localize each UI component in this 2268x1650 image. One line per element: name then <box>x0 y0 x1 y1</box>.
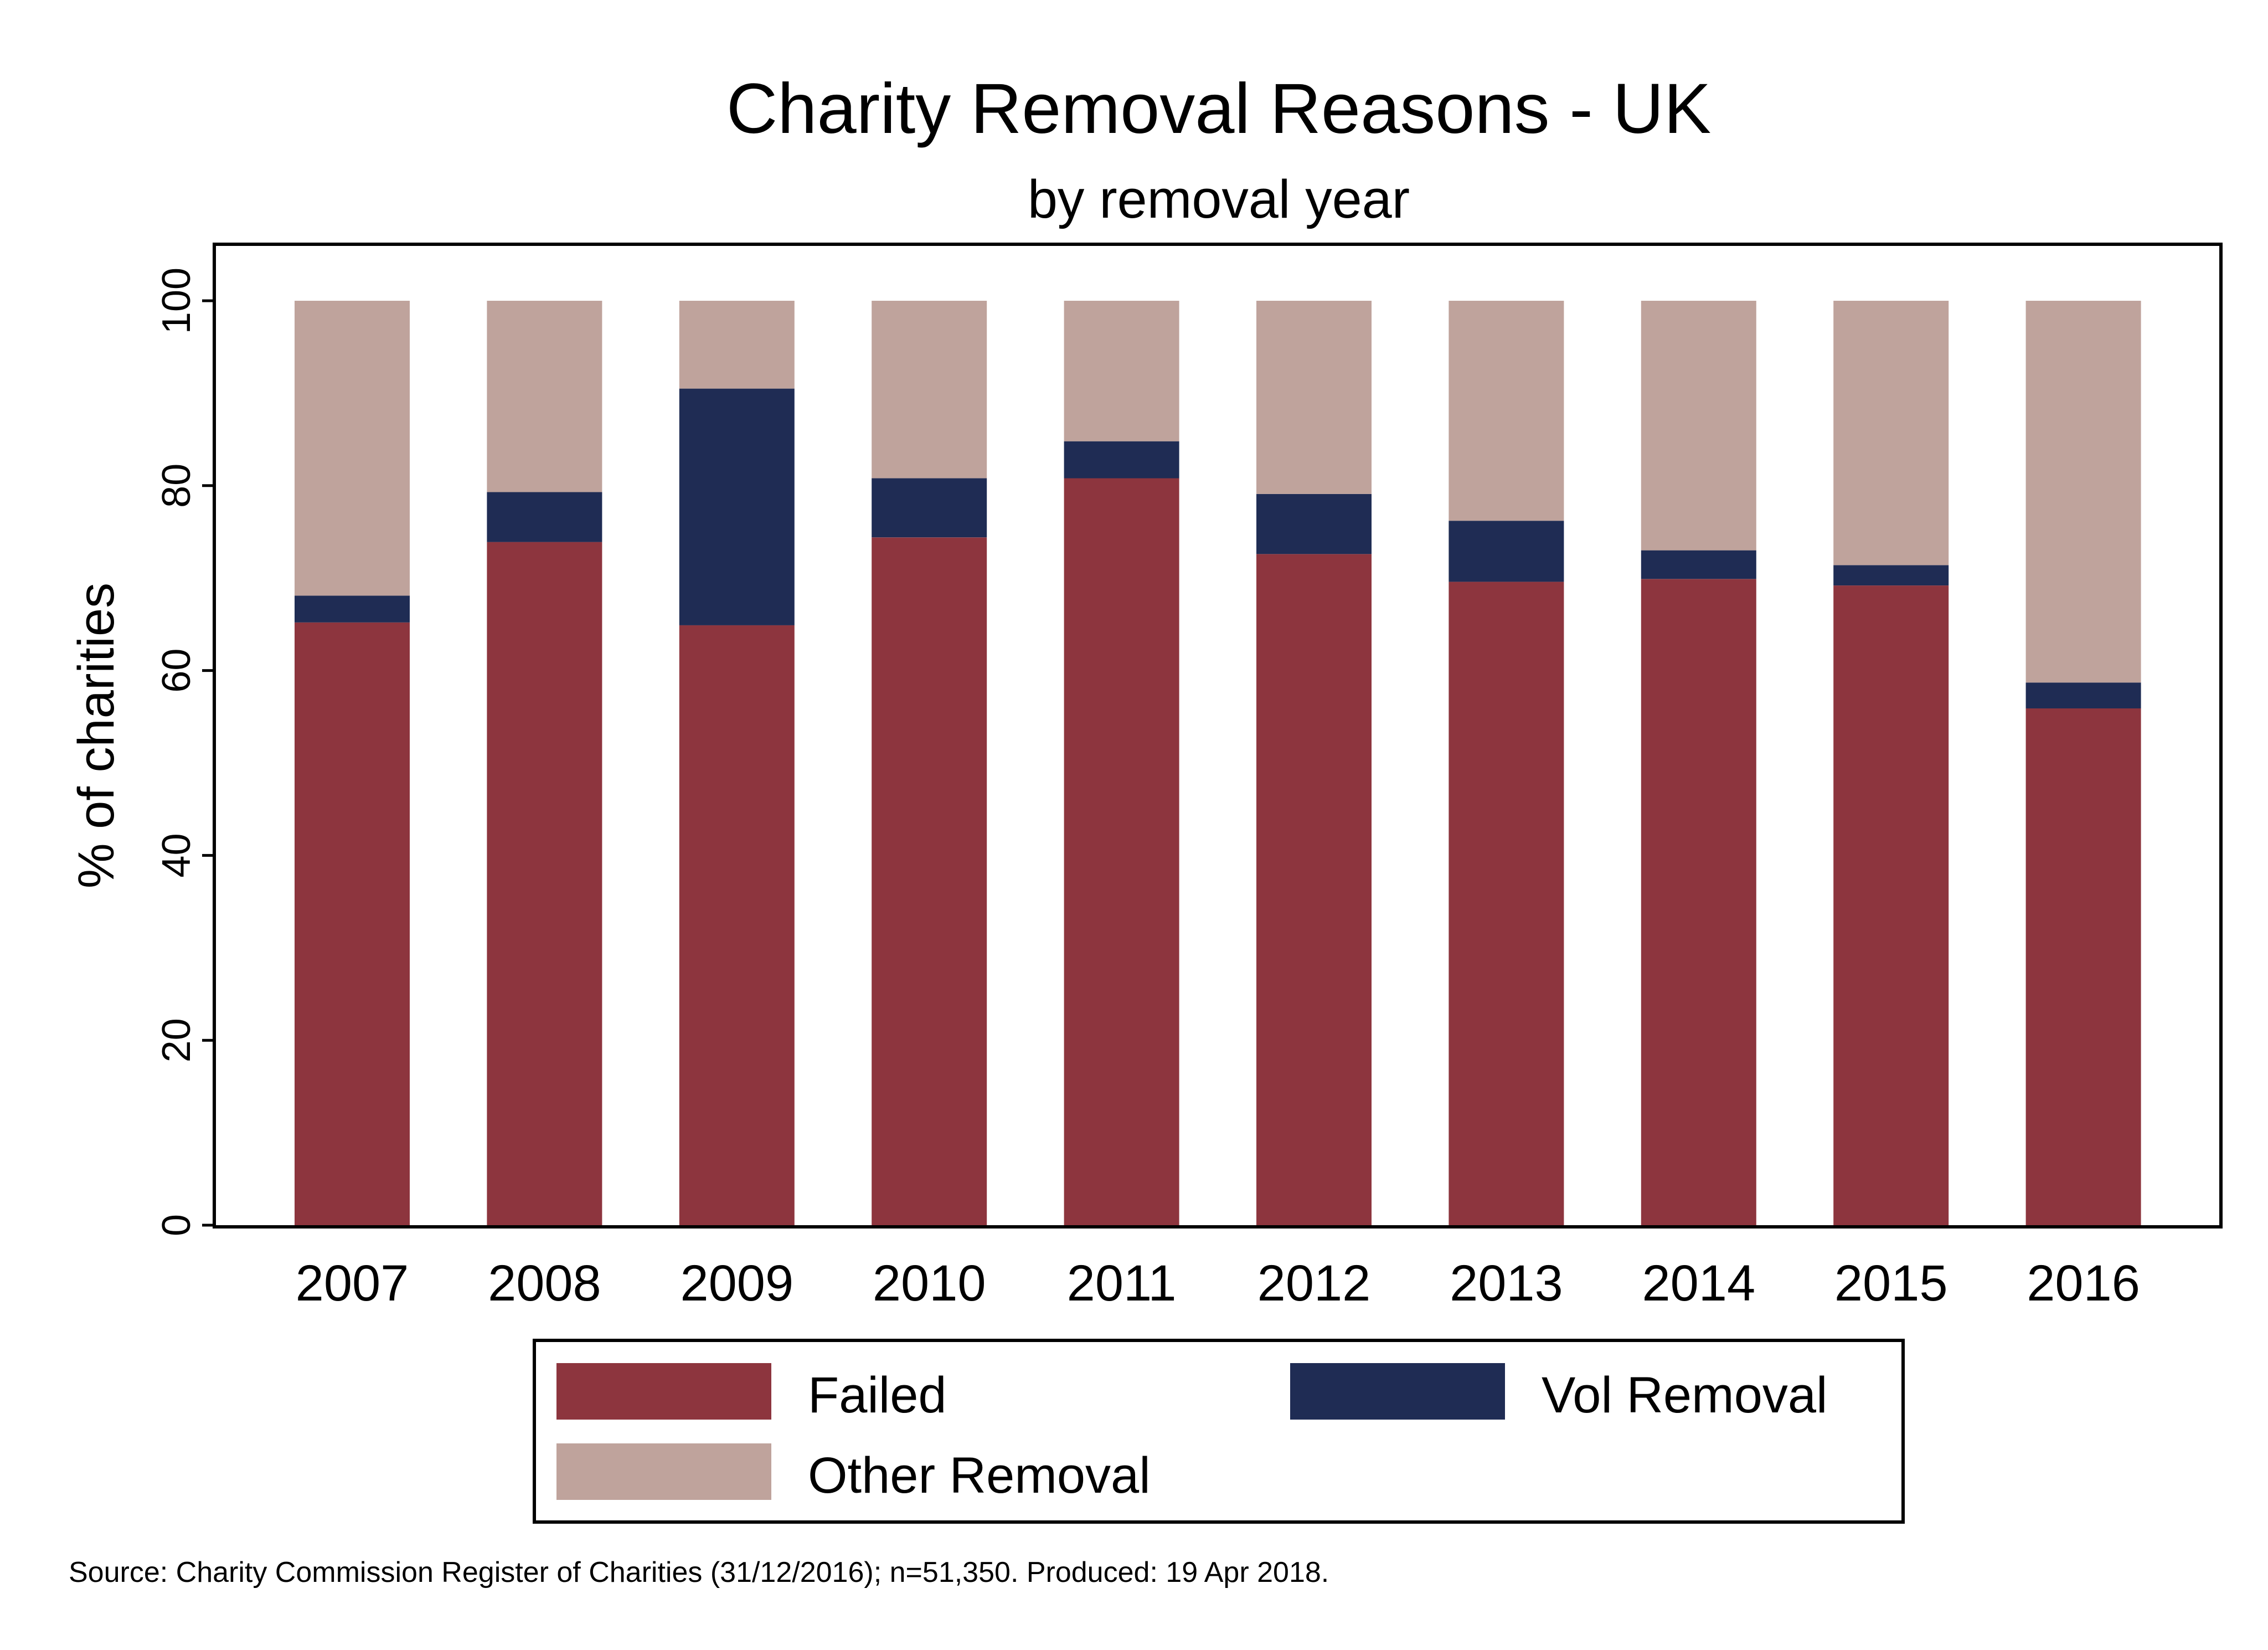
bar-other-removal-2015 <box>1833 301 1949 566</box>
bar-other-removal-2013 <box>1449 301 1564 521</box>
bar-vol-removal-2007 <box>295 595 410 623</box>
bar-failed-2008 <box>487 542 602 1225</box>
x-tick-label-2007: 2007 <box>296 1255 409 1312</box>
bar-other-removal-2014 <box>1641 301 1756 551</box>
y-axis: 0 20 40 60 80 100 <box>154 268 214 1236</box>
bar-failed-2015 <box>1833 585 1949 1225</box>
y-axis-title: % of charities <box>68 583 125 888</box>
bar-vol-removal-2011 <box>1064 441 1179 479</box>
bar-vol-removal-2010 <box>872 478 987 538</box>
x-tick-label-2016: 2016 <box>2027 1255 2140 1312</box>
x-axis: 2007 2008 2009 2010 2011 2012 2013 2014 2015 2016 <box>296 1255 2140 1312</box>
bar-other-removal-2011 <box>1064 301 1179 441</box>
bar-failed-2014 <box>1641 579 1756 1225</box>
bar-vol-removal-2015 <box>1833 565 1949 585</box>
x-tick-label-2009: 2009 <box>680 1255 793 1312</box>
y-tick-label-0: 0 <box>154 1214 199 1236</box>
bar-failed-2011 <box>1064 478 1179 1225</box>
legend-swatch-other-removal <box>556 1443 771 1500</box>
bar-other-removal-2008 <box>487 301 602 492</box>
bar-failed-2012 <box>1256 554 1372 1225</box>
legend-label-other-removal: Other Removal <box>808 1447 1151 1504</box>
x-tick-label-2010: 2010 <box>873 1255 986 1312</box>
legend: Failed Vol Removal Other Removal <box>533 1339 1905 1524</box>
plot-frame <box>213 243 2223 1228</box>
bar-other-removal-2009 <box>679 301 795 389</box>
legend-label-failed: Failed <box>808 1367 947 1423</box>
x-tick-label-2015: 2015 <box>1834 1255 1948 1312</box>
y-tick-label-100: 100 <box>154 268 199 334</box>
bar-vol-removal-2008 <box>487 492 602 542</box>
bar-vol-removal-2012 <box>1256 494 1372 554</box>
bar-other-removal-2007 <box>295 301 410 596</box>
x-tick-label-2008: 2008 <box>488 1255 601 1312</box>
bar-vol-removal-2013 <box>1449 521 1564 582</box>
bar-failed-2013 <box>1449 582 1564 1225</box>
legend-label-vol-removal: Vol Removal <box>1542 1367 1827 1423</box>
bar-vol-removal-2009 <box>679 388 795 625</box>
bar-failed-2007 <box>295 622 410 1225</box>
legend-swatch-failed <box>556 1363 771 1420</box>
bar-failed-2010 <box>872 537 987 1225</box>
x-tick-label-2013: 2013 <box>1450 1255 1563 1312</box>
y-tick-label-60: 60 <box>154 649 199 693</box>
x-tick-label-2012: 2012 <box>1257 1255 1371 1312</box>
bar-other-removal-2012 <box>1256 301 1372 494</box>
chart-subtitle: by removal year <box>1028 169 1410 229</box>
source-note: Source: Charity Commission Register of C… <box>69 1556 1329 1589</box>
bars-layer <box>295 301 2141 1225</box>
y-tick-label-80: 80 <box>154 464 199 508</box>
bar-vol-removal-2014 <box>1641 550 1756 579</box>
chart-title: Charity Removal Reasons - UK <box>726 69 1711 148</box>
x-tick-label-2011: 2011 <box>1067 1255 1177 1312</box>
bar-failed-2009 <box>679 625 795 1225</box>
y-tick-label-20: 20 <box>154 1018 199 1062</box>
bar-other-removal-2010 <box>872 301 987 479</box>
y-tick-label-40: 40 <box>154 833 199 877</box>
bar-vol-removal-2016 <box>2025 682 2141 708</box>
legend-swatch-vol-removal <box>1290 1363 1505 1420</box>
x-tick-label-2014: 2014 <box>1642 1255 1755 1312</box>
bar-failed-2016 <box>2025 708 2141 1225</box>
bar-other-removal-2016 <box>2025 301 2141 683</box>
